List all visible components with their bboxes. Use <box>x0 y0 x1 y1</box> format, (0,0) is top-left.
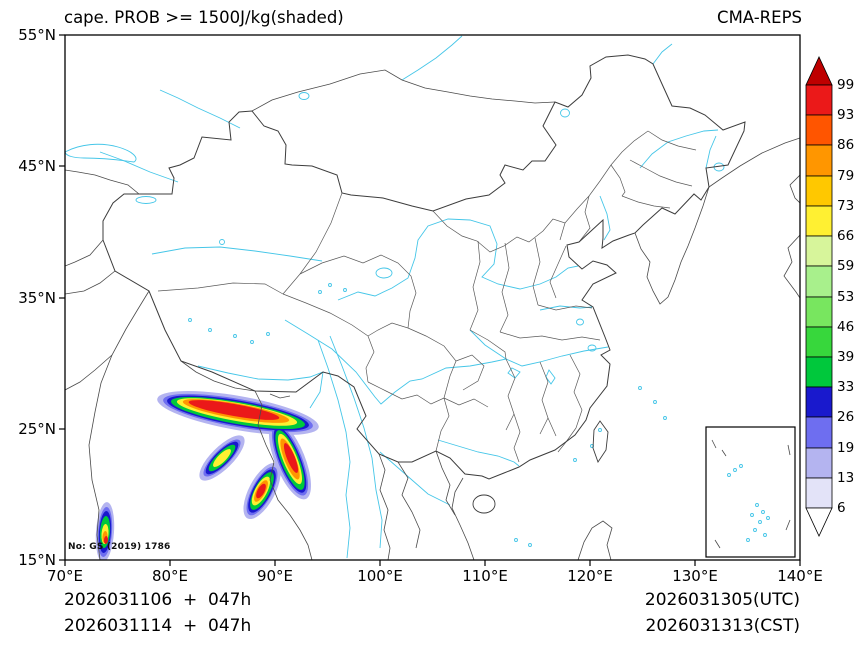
lat-label-25n: 25°N <box>18 420 56 438</box>
model-name: CMA-REPS <box>717 8 802 27</box>
valid-time-utc: 2026031305(UTC) <box>644 590 800 610</box>
lon-label-100e: 100°E <box>357 567 403 585</box>
colorbar-segment <box>805 477 833 509</box>
lon-label-80e: 80°E <box>151 567 189 585</box>
colorbar-label: 79 <box>837 168 855 184</box>
colorbar-arrow-bottom <box>805 507 833 537</box>
colorbar-label: 66 <box>837 228 855 244</box>
colorbar-label: 93 <box>837 107 855 123</box>
colorbar-label: 73 <box>837 198 855 214</box>
lat-label-15n: 15°N <box>18 551 56 569</box>
colorbar-segment <box>805 175 833 207</box>
colorbar-label: 13 <box>837 470 855 486</box>
lon-label-120e: 120°E <box>567 567 613 585</box>
lat-label-35n: 35°N <box>18 289 56 307</box>
colorbar-segment <box>805 205 833 237</box>
colorbar-segment <box>805 235 833 267</box>
colorbar-segment <box>805 144 833 177</box>
colorbar-segment <box>805 296 833 328</box>
colorbar-label: 33 <box>837 379 855 395</box>
colorbar-label: 19 <box>837 440 855 456</box>
lat-label-55n: 55°N <box>18 26 56 44</box>
valid-time-cst: 2026031313(CST) <box>645 616 800 636</box>
colorbar-segment <box>805 447 833 479</box>
colorbar-label: 6 <box>837 500 846 516</box>
colorbar-segment <box>805 265 833 298</box>
colorbar-label: 86 <box>837 137 855 153</box>
init-time-cst: 2026031114 + 047h <box>64 616 252 636</box>
colorbar-label: 99 <box>837 77 855 93</box>
lat-label-45n: 45°N <box>18 157 56 175</box>
lon-label-110e: 110°E <box>462 567 508 585</box>
lon-label-90e: 90°E <box>256 567 294 585</box>
colorbar-label: 59 <box>837 258 855 274</box>
colorbar-segment <box>805 84 833 116</box>
colorbar-label: 53 <box>837 289 855 305</box>
colorbar-segment <box>805 386 833 418</box>
lon-label-130e: 130°E <box>672 567 718 585</box>
colorbar-label: 26 <box>837 409 855 425</box>
colorbar-segment <box>805 416 833 449</box>
colorbar-arrow-top <box>805 56 833 86</box>
colorbar-label: 46 <box>837 319 855 335</box>
colorbar-segment <box>805 114 833 146</box>
init-time-utc: 2026031106 + 047h <box>64 590 252 610</box>
colorbar-label: 39 <box>837 349 855 365</box>
colorbar-segment <box>805 356 833 388</box>
colorbar-segment <box>805 326 833 358</box>
lon-label-70e: 70°E <box>46 567 84 585</box>
chart-title: cape. PROB >= 1500J/kg(shaded) <box>64 8 344 27</box>
lon-label-140e: 140°E <box>777 567 823 585</box>
